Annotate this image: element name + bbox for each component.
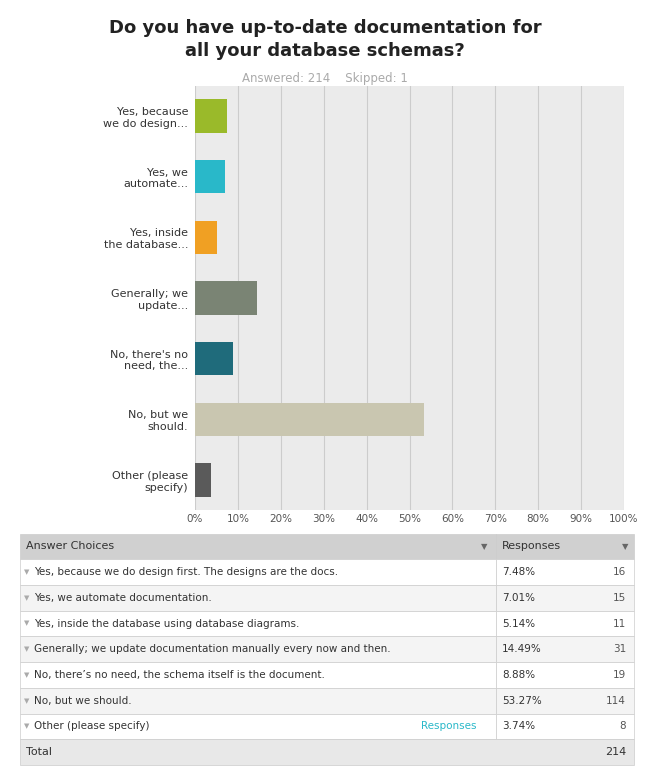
Text: 3.74%: 3.74%: [502, 721, 535, 731]
Bar: [195, 160, 225, 193]
Text: ▼: ▼: [24, 724, 29, 729]
Text: 31: 31: [613, 644, 626, 654]
Text: 7.48%: 7.48%: [502, 567, 535, 577]
Bar: [195, 464, 211, 496]
Text: 53.27%: 53.27%: [502, 696, 542, 706]
Bar: [195, 220, 217, 254]
Text: Generally; we update documentation manually every now and then.: Generally; we update documentation manua…: [34, 644, 391, 654]
Text: ▼: ▼: [24, 569, 29, 575]
Text: Yes, inside the database using database diagrams.: Yes, inside the database using database …: [34, 619, 299, 629]
Text: Responses: Responses: [421, 721, 476, 731]
Text: 19: 19: [613, 670, 626, 680]
Bar: [195, 403, 424, 436]
Text: No, there’s no need, the schema itself is the document.: No, there’s no need, the schema itself i…: [34, 670, 325, 680]
Text: Other (please specify): Other (please specify): [34, 721, 150, 731]
Text: 14.49%: 14.49%: [502, 644, 542, 654]
Text: Do you have up-to-date documentation for
all your database schemas?: Do you have up-to-date documentation for…: [109, 19, 541, 60]
Bar: [195, 100, 227, 132]
Text: 5.14%: 5.14%: [502, 619, 535, 629]
Bar: [195, 281, 257, 315]
Text: 8.88%: 8.88%: [502, 670, 535, 680]
Text: Yes, we automate documentation.: Yes, we automate documentation.: [34, 593, 211, 603]
Text: ▼: ▼: [24, 647, 29, 652]
Text: Answer Choices: Answer Choices: [26, 541, 114, 552]
Text: Total: Total: [26, 747, 52, 757]
Text: Answered: 214    Skipped: 1: Answered: 214 Skipped: 1: [242, 72, 408, 85]
Text: 15: 15: [613, 593, 626, 603]
Text: Yes, because we do design first. The designs are the docs.: Yes, because we do design first. The des…: [34, 567, 338, 577]
Text: 114: 114: [606, 696, 626, 706]
Text: ▼: ▼: [481, 542, 488, 551]
Text: 16: 16: [613, 567, 626, 577]
Text: No, but we should.: No, but we should.: [34, 696, 131, 706]
Text: ▼: ▼: [24, 672, 29, 678]
Text: ▼: ▼: [622, 542, 629, 551]
Text: Responses: Responses: [502, 541, 561, 552]
Text: ▼: ▼: [24, 595, 29, 601]
Text: ▼: ▼: [24, 698, 29, 703]
Text: 11: 11: [613, 619, 626, 629]
Bar: [195, 342, 233, 375]
Text: 8: 8: [619, 721, 626, 731]
Text: 7.01%: 7.01%: [502, 593, 535, 603]
Text: ▼: ▼: [24, 621, 29, 626]
Text: 214: 214: [604, 747, 626, 757]
